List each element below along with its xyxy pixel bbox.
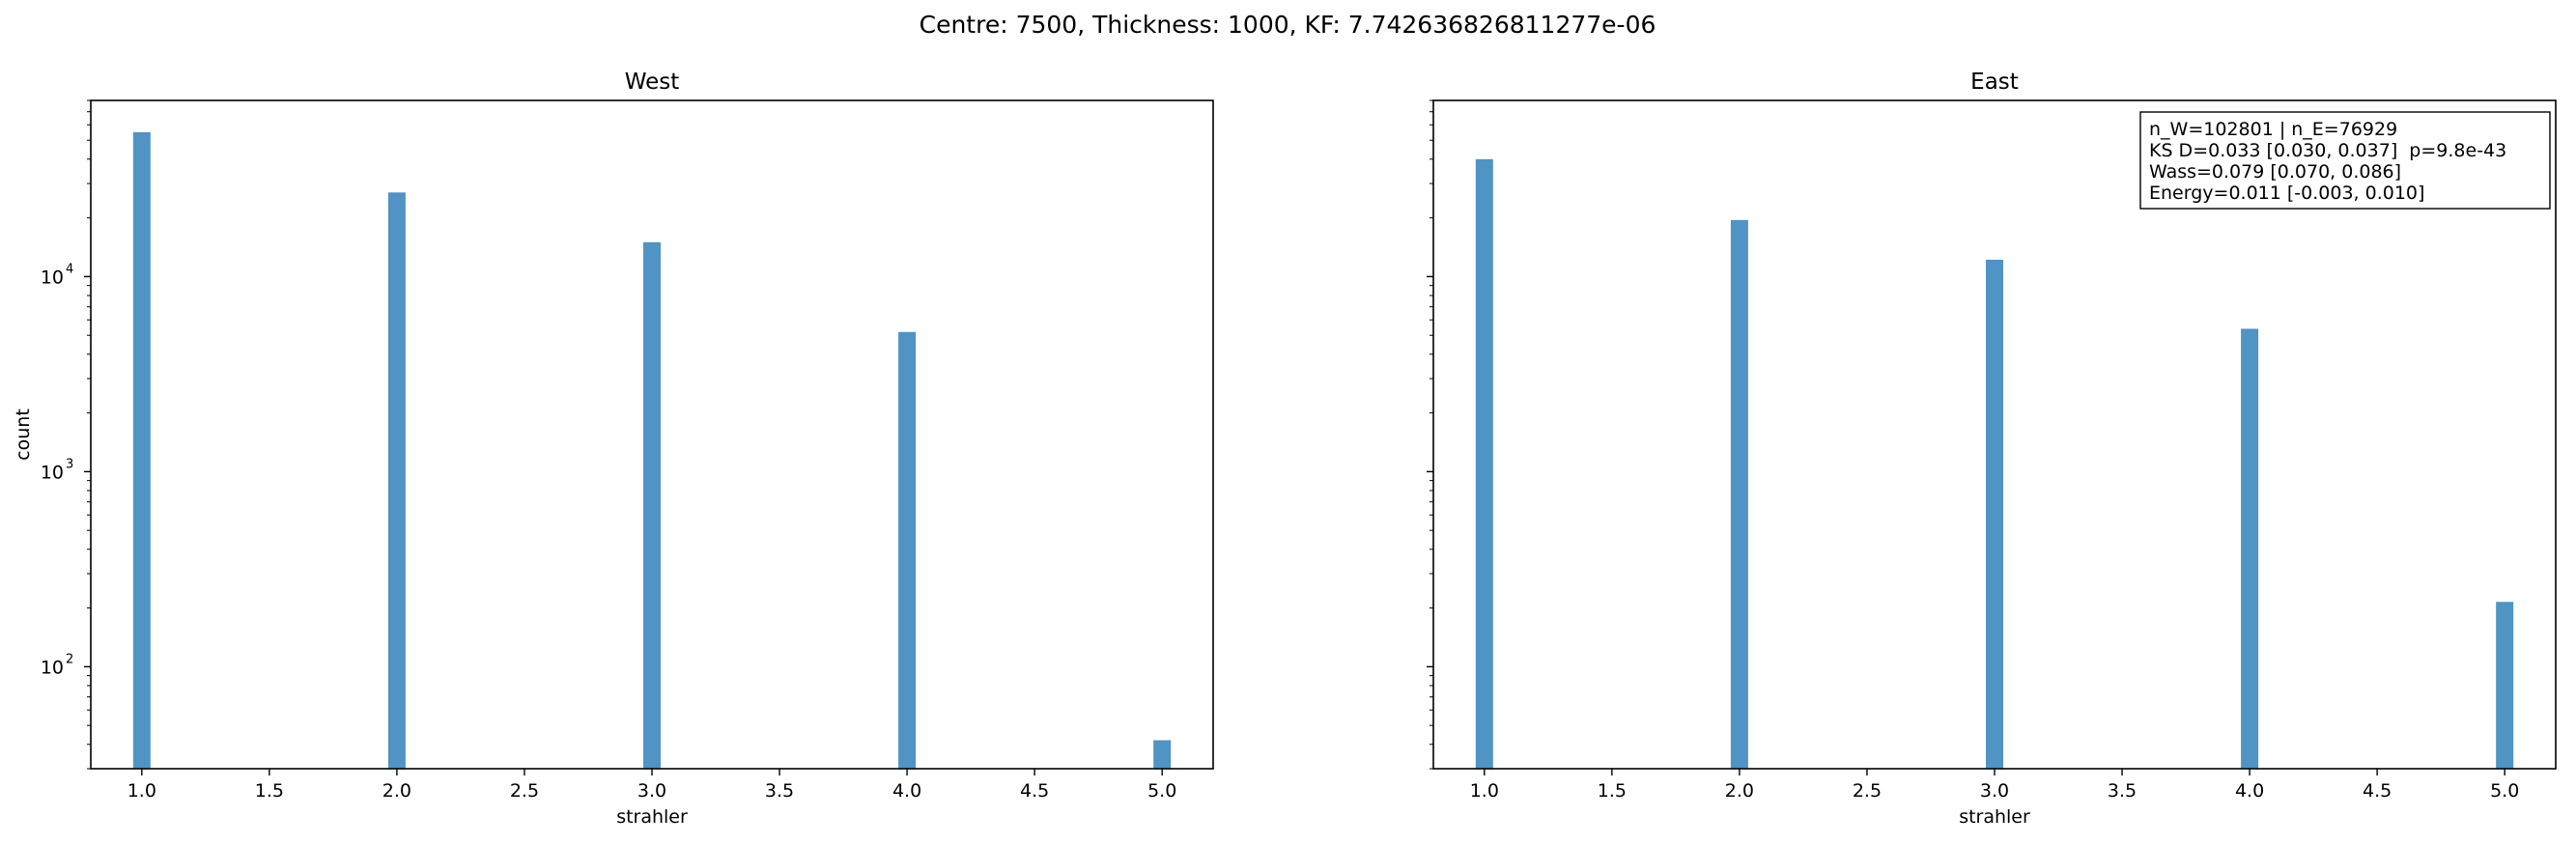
chart-1-x-axis-label: strahler [1959,806,2030,828]
chart-1-bar-4 [2496,602,2514,769]
chart-1-x-tick-label-3: 2.5 [1853,780,1882,802]
chart-1-axes-frame [1432,99,2557,770]
chart-0-x-tick-label-5: 3.5 [765,780,794,802]
chart-0-title: West [625,70,680,95]
chart-1-annotation-line-2: Wass=0.079 [0.070, 0.086] [2149,161,2401,183]
chart-1-x-tick-label-1: 1.5 [1598,780,1627,802]
chart-0-y-tick-label-1: 10 [41,462,64,483]
chart-1-x-tick-label-7: 4.5 [2363,780,2392,802]
chart-0-bar-4 [1153,740,1172,769]
chart-1-x-tick-label-2: 2.0 [1725,780,1754,802]
chart-1-bar-1 [1730,219,1748,770]
chart-1-annotation-line-1: KS D=0.033 [0.030, 0.037] p=9.8e-43 [2149,140,2506,161]
chart-1-annotation-box [2139,111,2551,210]
chart-0-y-tick-label-0: 10 [41,657,64,678]
chart-0-x-tick-label-0: 1.0 [127,780,156,802]
chart-0-x-tick-label-1: 1.5 [255,780,284,802]
chart-0-y-tick-exponent-0: 2 [66,652,73,666]
chart-1-x-tick-label-8: 5.0 [2490,780,2519,802]
chart-0-x-tick-label-7: 4.5 [1020,780,1049,802]
chart-0-y-axis-label: count [13,408,34,461]
chart-1-bar-3 [2241,328,2259,769]
chart-1-x-tick-label-6: 4.0 [2235,780,2264,802]
chart-1-bar-2 [1986,259,2003,769]
chart-1-bar-0 [1475,158,1493,769]
chart-0-x-tick-label-8: 5.0 [1147,780,1176,802]
east-panel: East 1.0 1.5 2.0 2.5 3.0 3.5 4.0 4.5 5.0 strahler n… [1427,70,2557,828]
chart-0-y-tick-label-2: 10 [41,267,64,288]
chart-1-x-tick-label-4: 3.0 [1980,780,2009,802]
chart-0-axes-frame [90,99,1214,770]
chart-0-bar-2 [643,241,661,769]
chart-0-x-tick-label-4: 3.0 [637,780,666,802]
chart-0-bar-1 [387,192,406,769]
chart-1-title: East [1970,70,2019,95]
chart-0-y-tick-exponent-2: 4 [66,262,73,276]
chart-0-bar-0 [132,131,151,769]
chart-0-y-tick-exponent-1: 3 [66,457,73,471]
chart-1-annotation-line-3: Energy=0.011 [-0.003, 0.010] [2149,183,2424,204]
chart-0-x-tick-label-2: 2.0 [382,780,411,802]
chart-1-annotation-line-0: n_W=102801 | n_E=76929 [2149,119,2397,140]
figure-title: Centre: 7500, Thickness: 1000, KF: 7.742… [920,11,1656,39]
chart-0-x-tick-label-6: 4.0 [892,780,921,802]
chart-1-x-tick-label-0: 1.0 [1470,780,1499,802]
chart-0-bar-3 [898,331,917,769]
chart-0-x-axis-label: strahler [616,806,688,828]
chart-0-x-tick-label-3: 2.5 [510,780,539,802]
chart-1-x-tick-label-5: 3.5 [2108,780,2137,802]
